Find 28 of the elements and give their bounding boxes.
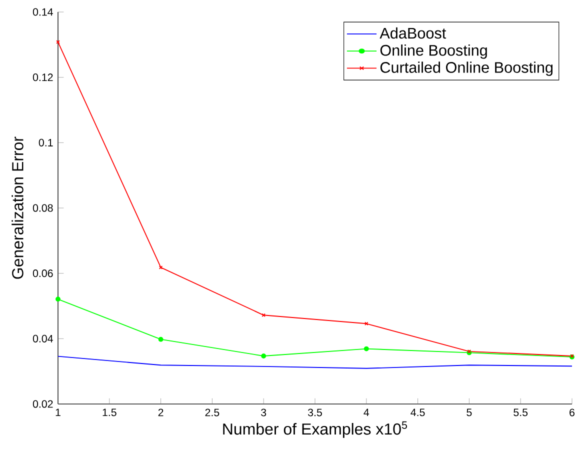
x-tick-label: 5 (466, 408, 472, 416)
x-axis-title: Number of Examples x10$^{5}$ (223, 421, 407, 438)
y-tick-label: 0.1 (38, 138, 53, 146)
x-tick-label: 3.5 (308, 408, 322, 416)
point (364, 346, 369, 352)
y-axis-title: Generalization Error (12, 136, 24, 279)
y-tick-label: 0.12 (32, 74, 53, 82)
x-tick-label: 1.5 (102, 408, 116, 416)
point (261, 354, 266, 358)
x-tick-label: 6 (570, 408, 574, 416)
point (158, 336, 164, 342)
y-tick-label: 0.02 (32, 400, 53, 408)
x-tick-label: 4.5 (410, 408, 425, 416)
x-tick-label: 2 (158, 408, 164, 416)
y-tick-label: 0.14 (32, 8, 53, 16)
y-tick-label: 0.06 (32, 270, 53, 278)
legend-label: Curtailed Online Boosting (380, 62, 553, 76)
legend-label: AdaBoost (380, 27, 446, 39)
x-tick-label: 3 (261, 408, 266, 416)
y-tick-label: 0.08 (32, 204, 53, 212)
y-tick-label: 0.04 (32, 334, 53, 342)
point (56, 296, 60, 302)
x-tick-label: 5.5 (514, 408, 528, 416)
x-tick-label: 2.5 (205, 408, 220, 416)
line-series (58, 356, 572, 369)
legend-label: Online Boosting (380, 44, 487, 59)
x-tick-label: 4 (364, 408, 370, 416)
x-tick-label: 1 (56, 408, 60, 416)
